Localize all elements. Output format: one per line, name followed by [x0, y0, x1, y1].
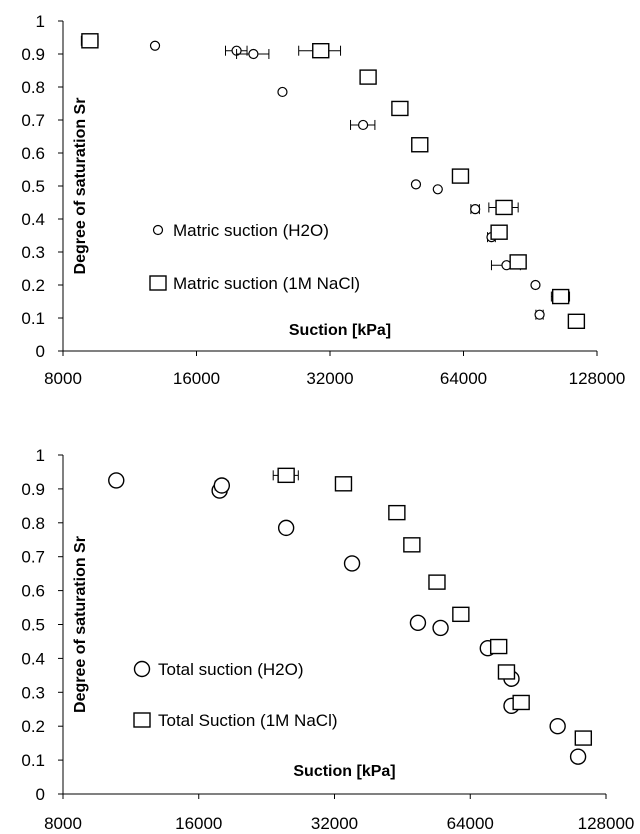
data-point	[359, 69, 377, 85]
chart-2: 0 0.1 0.2 0.3 0.4 0.5 0.6 0.7 0.8 0.9 1 8000 16000 32…	[21, 446, 634, 833]
y-tick-label: 0.6	[21, 144, 45, 163]
y-tick-label: 0.4	[21, 649, 45, 668]
legend-marker	[133, 712, 151, 728]
data-point	[277, 86, 288, 98]
y-tick-label: 0.2	[21, 276, 45, 295]
y-tick-label: 0.8	[21, 78, 45, 97]
data-point	[410, 179, 422, 190]
data-point	[411, 137, 429, 153]
series-2	[80, 33, 586, 329]
data-point	[248, 48, 259, 60]
data-point	[551, 288, 570, 305]
data-point	[452, 606, 470, 623]
data-point	[391, 100, 409, 117]
data-point	[574, 730, 593, 746]
y-tick-label: 0.1	[21, 309, 45, 328]
legend: Matric suction (H2O) Matric suction (1M N…	[149, 221, 360, 293]
legend-marker	[149, 275, 167, 291]
y-tick-label: 1	[36, 446, 45, 465]
x-axis-title: Suction [kPa]	[289, 322, 391, 339]
data-point	[388, 504, 406, 521]
y-tick-label: 0.5	[21, 616, 45, 635]
x-tick-label: 128000	[569, 369, 626, 388]
data-point	[343, 555, 361, 572]
data-point	[357, 119, 369, 131]
y-axis-title: Degree of saturation Sr	[72, 98, 89, 275]
y-tick-label: 0.4	[21, 210, 45, 229]
legend-label: Total Suction (1M NaCl)	[158, 711, 338, 730]
data-point	[277, 467, 295, 484]
y-tick-label: 0.5	[21, 177, 45, 196]
data-point	[403, 537, 421, 553]
y-tick-label: 0.1	[21, 751, 45, 770]
data-point	[569, 748, 587, 765]
y-tick-label: 0.3	[21, 683, 45, 702]
y-tick-label: 0.9	[21, 45, 45, 64]
x-tick-label: 128000	[578, 814, 635, 833]
x-tick-label: 8000	[44, 814, 82, 833]
series-2	[272, 467, 593, 746]
data-point	[432, 619, 449, 637]
y-tick-label: 0.9	[21, 480, 45, 499]
y-tick-label: 0.7	[21, 111, 45, 130]
legend-marker	[133, 660, 151, 678]
y-tick-label: 0	[36, 342, 45, 361]
data-point	[432, 184, 443, 195]
data-point	[213, 477, 231, 494]
x-axis-title: Suction [kPa]	[293, 763, 395, 780]
legend-label: Matric suction (1M NaCl)	[173, 274, 360, 293]
data-point	[495, 199, 513, 216]
data-point	[451, 168, 470, 184]
data-point	[277, 519, 295, 537]
y-tick-label: 0.3	[21, 243, 45, 262]
chart-1: 0 0.1 0.2 0.3 0.4 0.5 0.6 0.7 0.8 0.9 1 8000 16000 32…	[21, 12, 625, 388]
legend-label: Total suction (H2O)	[158, 660, 304, 679]
x-tick-label: 16000	[175, 814, 222, 833]
x-tick-label: 8000	[44, 369, 82, 388]
data-point	[534, 309, 545, 320]
data-point	[108, 472, 125, 489]
data-point	[81, 33, 99, 49]
x-tick-label: 64000	[447, 814, 494, 833]
data-point	[497, 664, 516, 680]
data-point	[334, 476, 353, 492]
data-point	[428, 574, 446, 590]
x-tick-label: 32000	[306, 369, 353, 388]
series-1	[149, 40, 545, 320]
y-tick-label: 0.2	[21, 717, 45, 736]
data-point	[530, 279, 541, 291]
y-tick-label: 0.7	[21, 548, 45, 567]
x-tick-label: 32000	[311, 814, 358, 833]
legend: Total suction (H2O) Total Suction (1M NaC…	[133, 660, 338, 730]
data-point	[489, 638, 508, 655]
data-point	[470, 204, 481, 215]
data-point	[149, 40, 161, 51]
data-point	[549, 718, 566, 735]
data-point	[509, 254, 527, 270]
data-point	[312, 43, 330, 59]
data-point	[409, 614, 427, 632]
data-point	[567, 313, 586, 329]
data-point	[490, 224, 508, 240]
data-point	[512, 694, 530, 711]
x-tick-label: 16000	[173, 369, 220, 388]
y-tick-label: 0	[36, 785, 45, 804]
y-axis-title: Degree of saturation Sr	[72, 536, 89, 713]
y-tick-label: 0.8	[21, 514, 45, 533]
x-tick-label: 64000	[440, 369, 487, 388]
y-tick-label: 1	[36, 12, 45, 31]
legend-label: Matric suction (H2O)	[173, 221, 329, 240]
legend-marker	[152, 224, 164, 236]
y-tick-label: 0.6	[21, 582, 45, 601]
